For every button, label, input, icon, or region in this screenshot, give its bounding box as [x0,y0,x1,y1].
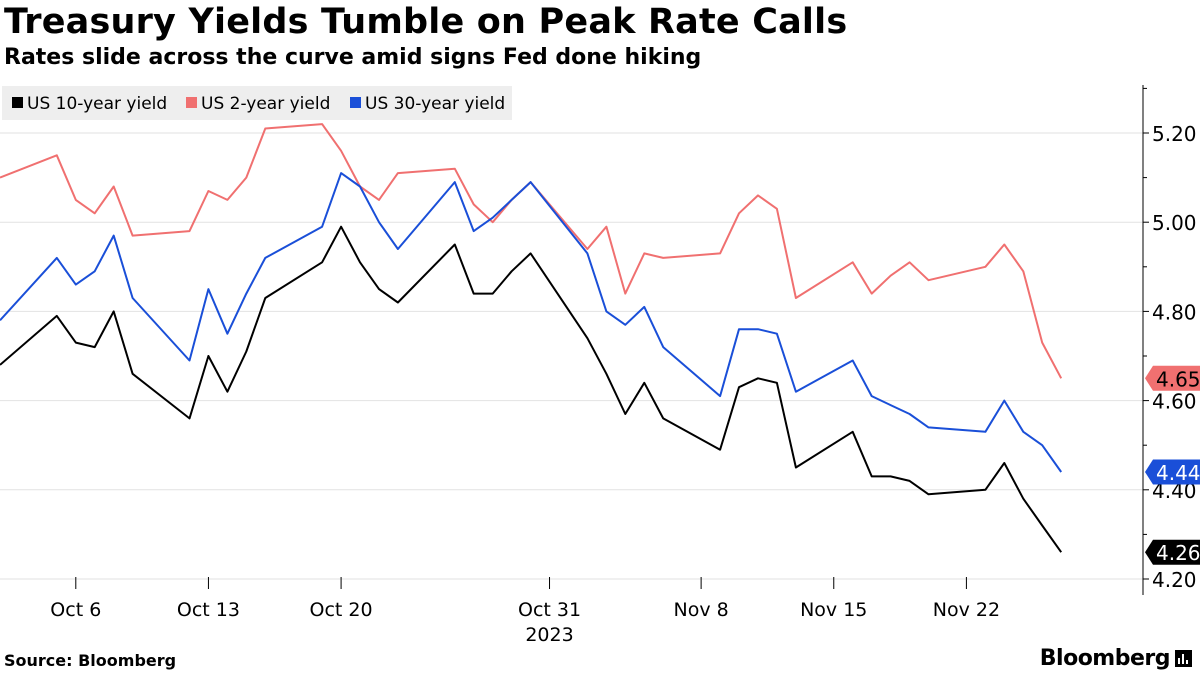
legend-swatch [12,97,23,108]
end-value-label: 4.44 [1156,461,1200,485]
chart-subtitle: Rates slide across the curve amid signs … [4,45,702,70]
x-tick-label: Oct 31 [518,599,581,621]
x-tick-label: Nov 15 [800,599,867,621]
end-value-label: 4.65 [1156,367,1200,391]
legend-box [2,86,512,120]
legend-swatch [350,97,361,108]
y-tick-label: 5.20 [1152,122,1197,146]
chart-title: Treasury Yields Tumble on Peak Rate Call… [4,2,848,42]
series-line-30y [0,172,1063,473]
x-tick-label: Nov 22 [933,599,1000,621]
legend-swatch [186,97,197,108]
legend-label: US 30-year yield [365,94,505,114]
y-tick-label: 4.60 [1152,390,1197,414]
end-value-tag [1145,459,1200,485]
end-value-tag [1145,365,1200,391]
y-tick-label: 5.00 [1152,211,1197,235]
end-value-label: 4.26 [1156,541,1200,565]
x-year-label: 2023 [525,624,573,646]
brand-logo: Bloomberg [1039,646,1171,671]
x-tick-label: Nov 8 [674,599,729,621]
source-note: Source: Bloomberg [4,651,177,670]
series-line-2y [0,123,1063,379]
series-line-10y [0,225,1063,553]
bloomberg-terminal-icon [1175,650,1192,667]
y-tick-label: 4.80 [1152,300,1197,324]
legend-label: US 10-year yield [27,94,167,114]
y-tick-label: 4.20 [1152,568,1197,592]
end-value-tag [1145,539,1200,565]
x-tick-label: Oct 13 [177,599,240,621]
x-tick-label: Oct 6 [50,599,101,621]
x-tick-label: Oct 20 [310,599,373,621]
legend-label: US 2-year yield [201,94,330,114]
